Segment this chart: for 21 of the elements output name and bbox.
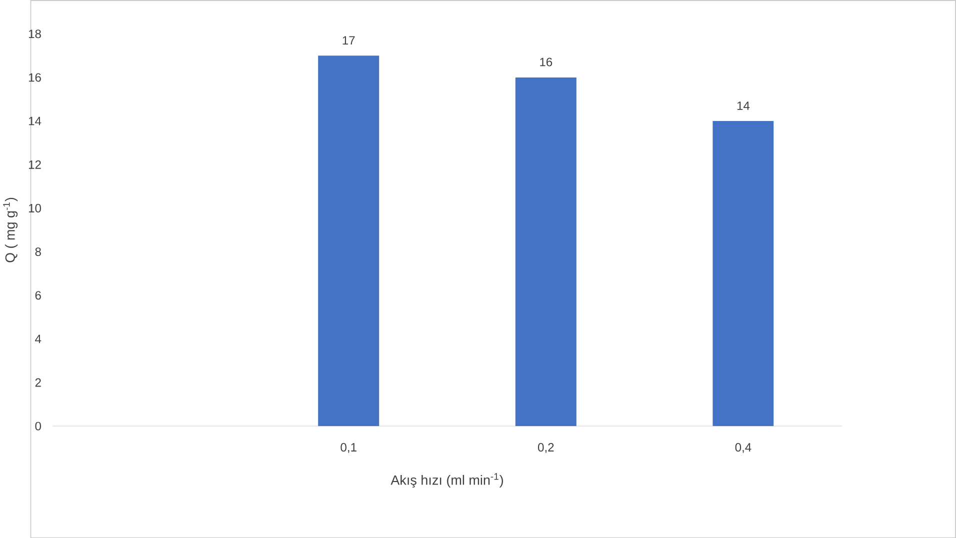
y-tick-label: 12 — [28, 160, 41, 169]
y-axis-title: Q ( mg g$^{-1}$) — [3, 198, 18, 262]
x-tick-label: 0,2 — [538, 442, 554, 453]
x-axis-title: Akış hızı (ml min$^{-1}$) — [390, 472, 504, 488]
bar — [515, 77, 576, 426]
y-tick-label: 16 — [28, 72, 41, 82]
y-tick-label: 4 — [35, 334, 42, 343]
y-tick-label: 18 — [28, 29, 41, 38]
y-tick-label: 10 — [28, 204, 42, 212]
bar — [712, 120, 774, 426]
y-tick-label: 2 — [35, 378, 41, 387]
data-label: 14 — [737, 101, 750, 110]
x-tick-label: 0,4 — [735, 442, 752, 453]
data-label: 16 — [540, 58, 552, 66]
y-tick-label: 0 — [35, 422, 42, 430]
y-tick-label: 14 — [28, 116, 42, 125]
x-tick-label: 0,1 — [340, 442, 356, 453]
bar — [318, 55, 380, 426]
y-tick-label: 8 — [35, 247, 41, 256]
data-label: 17 — [342, 36, 355, 44]
y-tick-label: 6 — [35, 290, 41, 300]
